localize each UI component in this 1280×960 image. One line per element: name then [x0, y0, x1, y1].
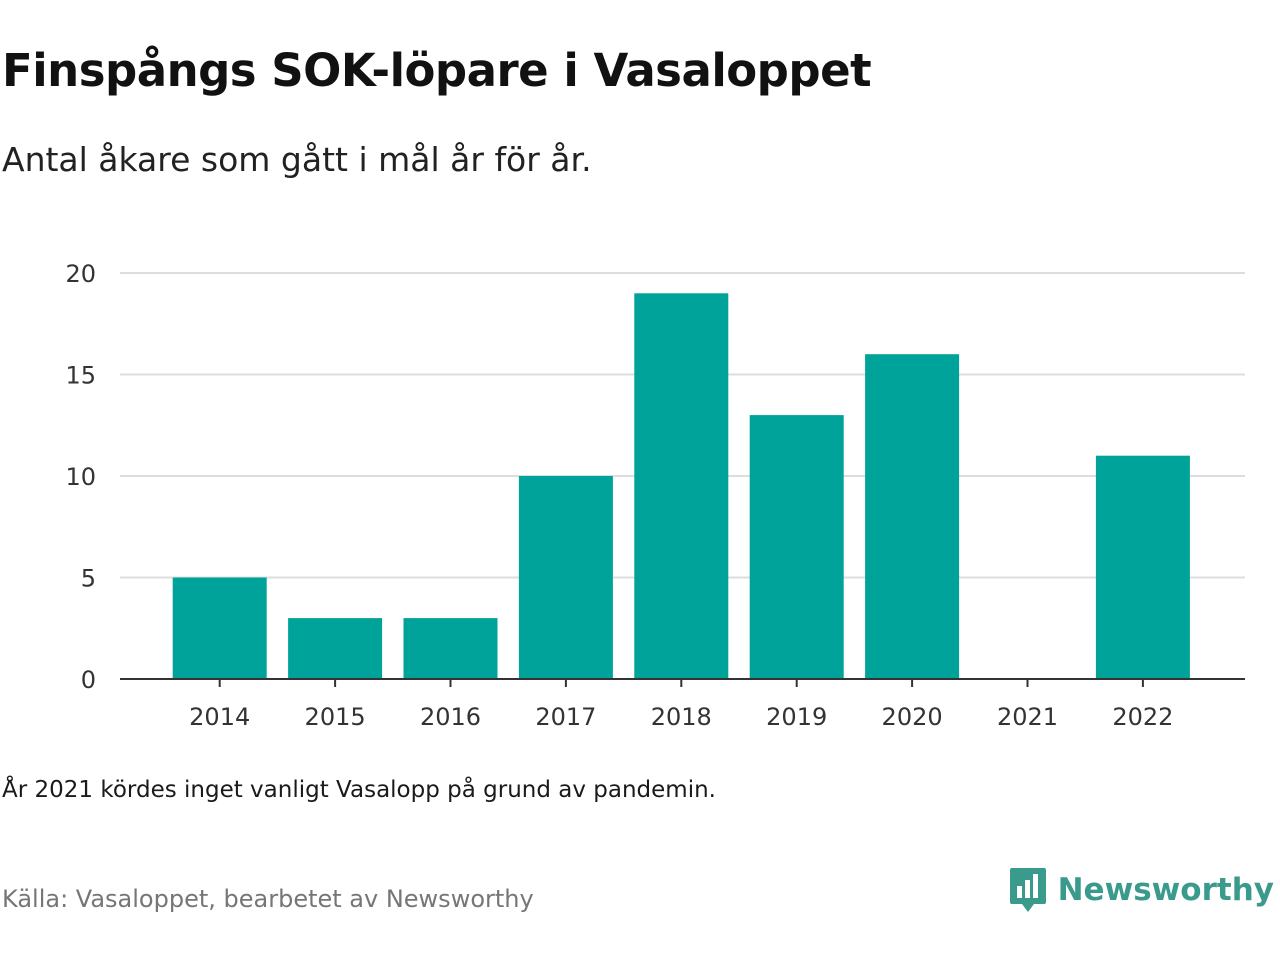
chart-subtitle: Antal åkare som gått i mål år för år.: [2, 140, 592, 179]
x-tick-label: 2018: [651, 703, 712, 731]
bar-2017: [518, 476, 613, 679]
bar-chart: 0 5 10 15 20 2014 2015 2016 2017 2018 2019 2020 202…: [65, 260, 1245, 731]
x-tick-label: 2015: [305, 703, 366, 731]
chart-title: Finspångs SOK-löpare i Vasaloppet: [2, 44, 872, 97]
bar-2022: [1095, 455, 1190, 679]
bar-2019: [749, 415, 844, 679]
bar-2016: [403, 618, 498, 679]
y-axis-ticks: 0 5 10 15 20: [65, 260, 96, 694]
bar-2015: [288, 618, 383, 679]
bars: [172, 293, 1190, 679]
y-tick-label: 20: [65, 260, 96, 288]
x-tick-label: 2017: [535, 703, 596, 731]
bar-2018: [634, 293, 729, 679]
x-tick-label: 2020: [882, 703, 943, 731]
y-tick-label: 5: [81, 565, 96, 593]
bar-2014: [172, 577, 267, 679]
x-tick-label: 2021: [997, 703, 1058, 731]
x-tick-label: 2014: [189, 703, 250, 731]
x-tick-label: 2022: [1112, 703, 1173, 731]
y-tick-label: 0: [81, 666, 96, 694]
brand-name: Newsworthy: [1057, 872, 1274, 908]
bar-2020: [865, 354, 960, 679]
y-tick-label: 15: [65, 362, 96, 390]
x-tick-label: 2016: [420, 703, 481, 731]
chart-note: År 2021 kördes inget vanligt Vasalopp på…: [2, 777, 716, 803]
newsworthy-logo-icon: [1009, 868, 1046, 912]
source-text: Källa: Vasaloppet, bearbetet av Newswort…: [2, 885, 534, 913]
y-tick-label: 10: [65, 463, 96, 491]
x-tick-label: 2019: [766, 703, 827, 731]
brand-logo: Newsworthy: [1008, 866, 1274, 914]
x-axis-ticks: 2014 2015 2016 2017 2018 2019 2020 2021 2022: [189, 679, 1173, 731]
